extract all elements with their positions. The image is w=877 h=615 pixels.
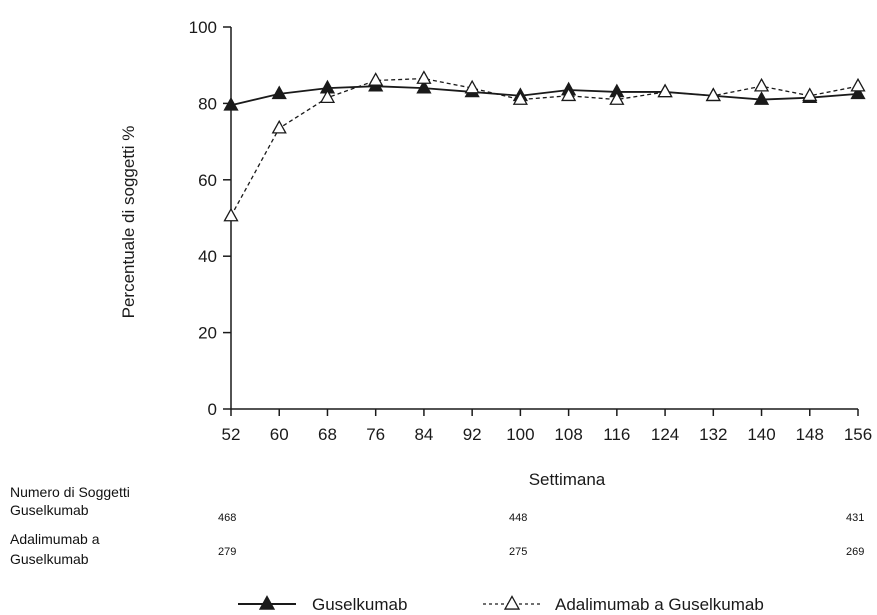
data-point <box>850 85 866 100</box>
risk-row-label-adalimumab-line1: Adalimumab a <box>10 531 100 547</box>
data-point <box>705 87 721 102</box>
y-ticks: 0 20 40 60 80 100 <box>189 18 231 419</box>
risk-row-label-guselkumab: Guselkumab <box>10 502 89 518</box>
data-point <box>657 83 673 98</box>
data-point <box>416 79 432 94</box>
data-point <box>609 91 625 105</box>
x-ticks: 52 60 68 76 84 92 100 108 116 124 132 140 148 156 <box>222 409 872 444</box>
x-tick-label: 156 <box>844 425 872 444</box>
x-tick-label: 140 <box>747 425 775 444</box>
x-tick-label: 52 <box>222 425 241 444</box>
series-guselkumab <box>223 77 866 111</box>
y-axis-title: Percentuale di soggetti % <box>119 126 138 319</box>
x-tick-label: 148 <box>796 425 824 444</box>
x-tick-label: 92 <box>463 425 482 444</box>
y-tick-label: 60 <box>198 171 217 190</box>
legend-marker-filled-triangle <box>258 595 276 610</box>
data-point <box>319 89 336 103</box>
series-adalimumab-a-guselkumab <box>223 70 866 222</box>
data-point <box>850 77 866 92</box>
series-line <box>230 85 859 107</box>
data-point <box>271 119 287 134</box>
x-tick-label: 116 <box>603 425 630 444</box>
x-axis-title: Settimana <box>529 470 606 489</box>
data-point <box>512 91 528 105</box>
legend-marker-open-triangle <box>503 595 521 610</box>
risk-row-label-adalimumab-line2: Guselkumab <box>10 551 89 567</box>
risk-value: 431 <box>846 512 865 524</box>
data-point <box>753 77 770 92</box>
x-tick-label: 68 <box>318 425 337 444</box>
legend-label-guselkumab: Guselkumab <box>312 595 407 614</box>
x-tick-label: 84 <box>414 425 433 444</box>
data-point <box>223 96 239 111</box>
x-tick-label: 76 <box>366 425 385 444</box>
legend-item-adalimumab: Adalimumab a Guselkumab <box>483 595 764 614</box>
legend: Guselkumab Adalimumab a Guselkumab <box>238 595 764 614</box>
x-tick-label: 108 <box>554 425 582 444</box>
data-point <box>561 87 577 102</box>
data-point <box>416 70 432 84</box>
y-tick-label: 40 <box>198 247 217 266</box>
x-tick-label: 132 <box>699 425 727 444</box>
series-line <box>230 77 859 217</box>
data-point <box>802 87 818 102</box>
x-tick-label: 124 <box>651 425 679 444</box>
y-tick-label: 0 <box>208 400 217 419</box>
data-point <box>368 72 384 86</box>
series-layer <box>223 70 866 222</box>
x-tick-label: 100 <box>506 425 534 444</box>
risk-value: 275 <box>509 546 528 558</box>
legend-item-guselkumab: Guselkumab <box>238 595 407 614</box>
y-tick-label: 20 <box>198 324 217 343</box>
risk-value: 468 <box>218 512 237 524</box>
legend-label-adalimumab: Adalimumab a Guselkumab <box>555 595 764 614</box>
data-point <box>223 207 239 222</box>
risk-value: 448 <box>509 512 528 524</box>
risk-value: 279 <box>218 546 237 558</box>
risk-table-header: Numero di Soggetti <box>10 484 130 500</box>
data-point <box>271 85 287 100</box>
data-point <box>753 91 770 105</box>
data-point <box>464 79 480 94</box>
risk-value: 269 <box>846 546 865 558</box>
y-tick-label: 100 <box>189 18 217 37</box>
x-tick-label: 60 <box>270 425 289 444</box>
y-tick-label: 80 <box>198 94 217 113</box>
